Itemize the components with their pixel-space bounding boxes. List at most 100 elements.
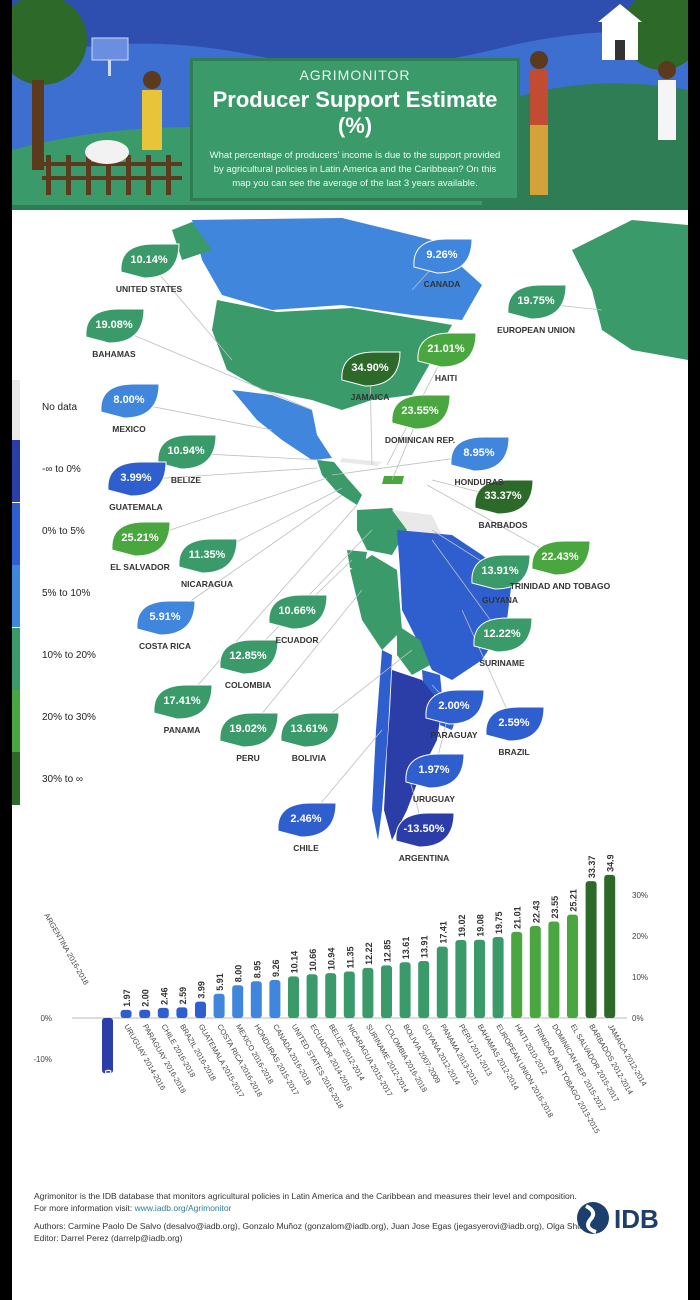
bar-chart: -13.50 1.97 2.00 2.46 2.59 3.99 5.91 8.00 8.95 9.… [33,855,648,1135]
country-label: TRINIDAD AND TOBAGO [509,581,611,591]
value-leaf [417,332,477,368]
y-tick-right: 10% [632,973,648,982]
leaf-value: 23.55% [401,405,439,417]
value-leaf [136,600,196,636]
title-sign: AGRIMONITOR Producer Support Estimate (%… [190,58,520,201]
map-bolivia [397,625,430,675]
footer-line1: Agrimonitor is the IDB database that mon… [34,1191,577,1201]
americas-map [85,218,688,848]
country-label: PARAGUAY [430,730,478,740]
legend-label: 20% to 30% [42,712,96,723]
bar-value-label: 23.55 [550,896,560,919]
bar-mark [548,921,560,1018]
country-label: BOLIVIA [291,753,327,763]
leader-line [426,484,561,560]
leaf-value: 10.94% [167,445,205,457]
map-peru [350,555,402,650]
value-leaf [405,753,465,789]
legend-swatch [12,752,20,805]
page-title: Producer Support Estimate (%) [212,87,498,138]
bar-mark [288,976,299,1018]
bar-value-label: 8.00 [234,965,244,983]
map-cuba [340,458,382,466]
y-tick-right: 0% [632,1014,644,1023]
bar-value-label: 25.21 [569,889,579,912]
page-description: What percentage of producers' income is … [209,150,501,189]
legend-label: 30% to ∞ [42,774,84,785]
bar-mark [381,965,392,1018]
bar-value-label: 10.66 [308,949,318,972]
leaf-value: 17.41% [163,695,201,707]
bar-value-label: 21.01 [513,906,523,929]
idb-logo: IDB [576,1198,676,1238]
country-label: BRAZIL [498,747,530,757]
value-leaf [277,802,337,838]
leaf-value: 12.85% [229,650,267,662]
bar-value-label: 3.99 [197,981,207,999]
leaf-value: 2.59% [498,717,530,729]
bar-value-label: 2.59 [178,987,188,1005]
value-leaf [413,238,473,274]
leader-line [135,467,318,481]
bar-mark [474,939,485,1018]
leaf-value: 21.01% [427,343,465,355]
bar-mark [269,980,281,1018]
bar-mark [343,971,355,1018]
map-colombia [357,508,407,555]
value-leaf [474,479,534,515]
bar-value-label: 22.43 [531,901,541,924]
value-leaf [153,684,213,720]
legend-color-strip [12,380,20,805]
value-leaf [268,594,328,630]
leaf-value: 25.21% [121,532,159,544]
bar-mark [213,993,225,1018]
country-label: CHILE [293,843,319,853]
bar-mark [232,985,244,1018]
leaf-value: 2.00% [438,700,470,712]
bar-value-label: 11.35 [345,946,355,968]
bar-value-label: 33.37 [587,856,597,879]
leaf-value: 22.43% [541,551,579,563]
value-leaf [391,394,451,430]
country-label: BAHAMAS [92,349,136,359]
country-label: PANAMA [163,725,201,735]
bar-value-label: 17.41 [438,921,448,944]
value-leaf [100,383,160,419]
bar-value-label: 12.85 [383,940,393,963]
value-leaf [425,689,485,725]
value-leaf [157,434,217,470]
value-leaf [341,351,401,387]
bar-mark [120,1009,132,1018]
value-leaf [111,521,171,557]
leaf-value: 10.14% [130,254,168,266]
bar-mark [250,981,262,1018]
bar-mark [585,881,597,1018]
value-leaf [120,243,180,279]
leaf-value: 13.61% [290,723,328,735]
leader-line [247,529,373,659]
leaf-value: 34.90% [351,362,389,374]
leaf-value: 5.91% [149,611,181,623]
agrimonitor-link[interactable]: www.iadb.org/Agrimonitor [134,1203,232,1213]
bar-value-label: 13.61 [401,937,411,960]
value-leaf [85,308,145,344]
bar-mark [139,1009,151,1018]
country-label: COLOMBIA [224,680,272,690]
value-leaf [531,540,591,576]
bar-mark [176,1007,188,1018]
infographic-page: AGRIMONITOR Producer Support Estimate (%… [12,0,688,1300]
country-label: EL SALVADOR [110,562,170,572]
country-label: JAMAICA [350,392,390,402]
bar-mark [511,931,523,1018]
bar-value-label: -13.50 [104,1069,114,1095]
legend-swatch [12,380,20,440]
bar-value-label: 9.26 [271,960,281,978]
bar-mark [362,967,374,1018]
country-label: EUROPEAN UNION [497,325,575,335]
map-europe [572,220,688,360]
value-leaf [450,436,510,472]
brand-label: AGRIMONITOR [299,67,411,83]
value-leaf [219,712,279,748]
bar-mark [436,946,448,1018]
country-label: BELIZE [170,475,202,485]
